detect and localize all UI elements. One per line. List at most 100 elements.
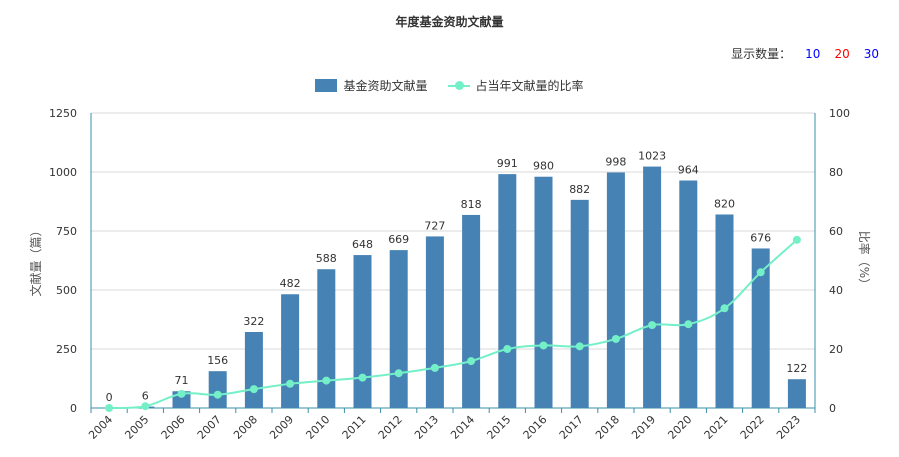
y-axis-tick-label: 1250 xyxy=(49,107,77,120)
bar xyxy=(570,199,589,408)
bar xyxy=(751,248,770,408)
line-point xyxy=(141,402,150,411)
bar xyxy=(606,172,625,408)
line-point xyxy=(177,389,186,398)
bar-data-label: 727 xyxy=(424,219,445,232)
legend-label-line-series: 占当年文献量的比率 xyxy=(475,79,584,93)
line-point xyxy=(105,404,114,412)
display-count-option-10[interactable]: 10 xyxy=(805,46,821,61)
bar xyxy=(534,176,553,408)
bar xyxy=(498,174,517,408)
display-count-option-30[interactable]: 30 xyxy=(863,46,879,61)
y-axis-tick-label: 1000 xyxy=(49,166,77,179)
x-axis-tick-label: 2021 xyxy=(702,413,731,442)
y2-axis-tick-label: 80 xyxy=(829,166,843,179)
bar-data-label: 882 xyxy=(569,183,590,196)
x-axis-tick-label: 2009 xyxy=(267,413,296,442)
bar-data-label: 676 xyxy=(750,231,771,244)
line-point xyxy=(394,369,403,378)
bar-data-label: 322 xyxy=(243,315,264,328)
line-point xyxy=(684,320,693,329)
bar xyxy=(353,255,372,408)
line-point xyxy=(756,268,765,277)
x-axis-tick-label: 2016 xyxy=(521,413,550,442)
line-point xyxy=(503,345,512,353)
chart-legend: 基金资助文献量 占当年文献量的比率 xyxy=(0,77,899,94)
display-count-label: 显示数量： xyxy=(731,47,792,61)
line-point xyxy=(358,373,367,382)
legend-label-bar-series: 基金资助文献量 xyxy=(343,79,428,93)
line-point xyxy=(575,342,584,351)
x-axis-tick-label: 2019 xyxy=(629,413,658,442)
line-point xyxy=(467,357,476,366)
bar-data-label: 588 xyxy=(316,252,337,265)
display-count-option-20[interactable]: 20 xyxy=(834,46,850,61)
x-axis-tick-label: 2020 xyxy=(665,413,694,442)
x-axis-tick-label: 2010 xyxy=(303,413,332,442)
line-point xyxy=(430,363,439,372)
bar-data-label: 980 xyxy=(533,160,554,173)
bar-data-label: 6 xyxy=(142,390,149,403)
x-axis-tick-label: 2008 xyxy=(231,413,260,442)
legend-line-swatch xyxy=(447,79,470,92)
bar-data-label: 1023 xyxy=(638,150,666,163)
x-axis-tick-label: 2017 xyxy=(557,413,586,442)
x-axis-tick-label: 2006 xyxy=(159,413,188,442)
line-point xyxy=(322,376,331,385)
bar xyxy=(208,371,227,408)
legend-bar-swatch xyxy=(315,79,338,92)
x-axis-tick-label: 2013 xyxy=(412,413,441,442)
legend-item-line-series[interactable]: 占当年文献量的比率 xyxy=(447,77,584,94)
line-point xyxy=(611,334,620,343)
line-point xyxy=(648,321,657,330)
bar-data-label: 818 xyxy=(461,198,482,211)
y2-axis-tick-label: 40 xyxy=(829,284,843,297)
bar xyxy=(317,269,336,408)
x-axis-tick-label: 2014 xyxy=(448,413,477,442)
bar xyxy=(679,180,698,408)
y2-axis-tick-label: 20 xyxy=(829,343,843,356)
x-axis-tick-label: 2022 xyxy=(738,413,767,442)
x-axis-tick-label: 2018 xyxy=(593,413,622,442)
bar-data-label: 122 xyxy=(786,362,807,375)
x-axis-tick-label: 2007 xyxy=(195,413,224,442)
bar-data-label: 820 xyxy=(714,197,735,210)
line-point xyxy=(720,304,729,313)
bar xyxy=(425,236,444,408)
y-axis-tick-label: 0 xyxy=(70,402,77,415)
y2-axis-title: 比率（%） xyxy=(857,231,872,290)
line-point xyxy=(213,390,222,399)
x-axis-tick-label: 2005 xyxy=(122,413,151,442)
bar-data-label: 648 xyxy=(352,238,373,251)
bar xyxy=(643,166,662,408)
chart-title: 年度基金资助文献量 xyxy=(395,15,504,29)
bar xyxy=(281,294,300,408)
y-axis-tick-label: 750 xyxy=(56,225,77,238)
line-point xyxy=(792,235,801,244)
bar-data-label: 669 xyxy=(388,233,409,246)
bar-data-label: 156 xyxy=(207,354,228,367)
x-axis-tick-label: 2015 xyxy=(484,413,513,442)
bar xyxy=(389,250,408,408)
bar xyxy=(462,214,481,408)
y2-axis-tick-label: 60 xyxy=(829,225,843,238)
x-axis-tick-label: 2011 xyxy=(340,413,369,442)
y2-axis-tick-label: 0 xyxy=(829,402,836,415)
bar-data-label: 482 xyxy=(280,277,301,290)
y-axis-tick-label: 250 xyxy=(56,343,77,356)
bar-data-label: 991 xyxy=(497,157,518,170)
line-point xyxy=(286,379,295,388)
y-axis-tick-label: 500 xyxy=(56,284,77,297)
x-axis-tick-label: 2023 xyxy=(774,413,803,442)
display-count-selector: 显示数量： 10 20 30 xyxy=(731,45,879,62)
bar-data-label: 71 xyxy=(175,374,189,387)
legend-item-bar-series[interactable]: 基金资助文献量 xyxy=(315,77,428,94)
bar-data-label: 0 xyxy=(106,391,113,404)
bar-data-label: 964 xyxy=(678,163,699,176)
y-axis-title: 文献量（篇） xyxy=(28,224,43,296)
line-point xyxy=(249,385,258,394)
line-point xyxy=(539,341,548,350)
bar-data-label: 998 xyxy=(605,155,626,168)
